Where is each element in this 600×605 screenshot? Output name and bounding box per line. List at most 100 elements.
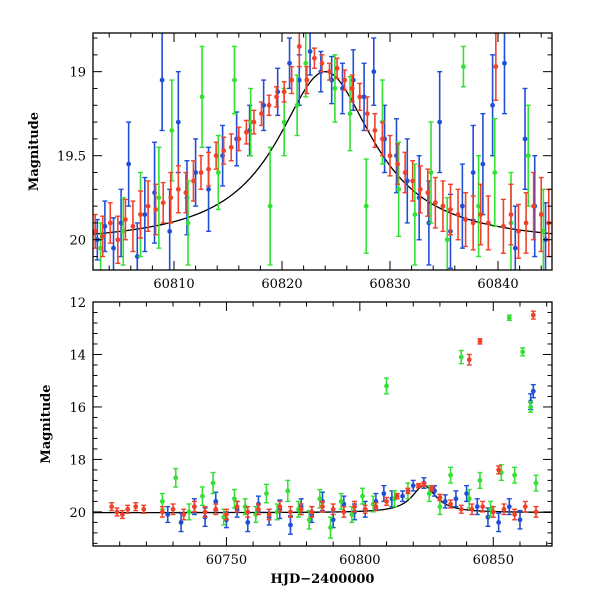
plot-area: [93, 310, 552, 539]
plot-area: [93, 33, 552, 270]
data-point: [364, 111, 370, 117]
y-tick-label: 12: [69, 296, 86, 311]
data-point: [115, 237, 121, 243]
data-point: [512, 512, 518, 517]
data-series-0: [94, 33, 549, 270]
data-point: [442, 498, 448, 504]
data-point: [126, 161, 132, 167]
data-point: [496, 519, 502, 525]
data-point: [256, 506, 261, 512]
data-point: [289, 77, 295, 83]
data-point: [245, 519, 251, 525]
data-point: [206, 166, 211, 172]
data-point: [432, 200, 438, 206]
data-point: [525, 153, 531, 159]
data-point: [200, 493, 205, 499]
data-point: [464, 491, 470, 496]
data-point: [508, 212, 514, 217]
data-point: [477, 478, 483, 483]
data-point: [267, 203, 273, 209]
data-point: [253, 512, 259, 517]
data-point: [416, 483, 421, 489]
data-point: [437, 504, 443, 510]
data-point: [192, 504, 197, 510]
data-point: [404, 178, 410, 184]
data-point: [512, 472, 518, 478]
data-point: [169, 128, 175, 133]
data-point: [394, 493, 400, 499]
x-tick-label: 60800: [339, 553, 380, 568]
data-point: [168, 195, 174, 201]
data-point: [421, 481, 427, 487]
data-point: [448, 501, 453, 507]
data-point: [191, 178, 196, 184]
data-point: [485, 220, 491, 226]
data-point: [402, 170, 408, 175]
axes-frame: [92, 301, 553, 547]
data-point: [493, 64, 499, 70]
data-point: [349, 86, 355, 91]
data-point: [461, 64, 466, 70]
x-tick-label: 60810: [153, 277, 194, 292]
data-point: [118, 220, 124, 226]
data-point: [165, 512, 171, 517]
data-point: [303, 60, 309, 66]
data-point: [259, 111, 264, 117]
data-point: [274, 509, 280, 515]
y-tick-label: 14: [69, 348, 86, 363]
data-point: [111, 245, 116, 251]
data-point: [186, 509, 192, 515]
x-tick-label: 60830: [369, 277, 410, 292]
data-point: [281, 89, 287, 95]
data-point: [501, 506, 507, 512]
data-point: [266, 102, 272, 108]
data-point: [381, 491, 387, 496]
data-point: [357, 94, 363, 100]
data-point: [455, 212, 461, 217]
x-tick-label: 60750: [206, 553, 247, 568]
y-tick-label: 20: [69, 234, 86, 249]
data-point: [306, 517, 312, 523]
data-point: [334, 65, 340, 71]
data-point: [287, 60, 292, 66]
data-point: [288, 522, 293, 528]
data-point: [167, 228, 173, 234]
data-point: [185, 220, 191, 226]
data-point: [213, 153, 219, 159]
data-point: [317, 496, 323, 502]
y-tick-label: 19: [69, 66, 86, 81]
data-point: [466, 357, 472, 363]
data-point: [380, 136, 385, 142]
data-point: [496, 467, 502, 473]
data-point: [437, 119, 443, 125]
data-point: [470, 170, 476, 175]
axes-frame: [92, 32, 553, 271]
data-point: [523, 220, 529, 226]
data-point: [312, 55, 317, 61]
data-point: [320, 504, 325, 510]
data-point: [373, 504, 379, 510]
data-point: [178, 519, 184, 525]
data-point: [319, 60, 325, 66]
data-point: [328, 525, 333, 531]
data-point: [277, 504, 283, 510]
data-point: [341, 509, 347, 515]
data-point: [294, 102, 300, 108]
data-point: [470, 220, 476, 226]
data-point: [142, 212, 148, 217]
x-tick-label: 60840: [477, 277, 518, 292]
data-point: [125, 506, 131, 512]
data-point: [520, 349, 526, 355]
data-point: [477, 338, 483, 344]
data-point: [251, 119, 257, 125]
data-point: [360, 493, 365, 499]
data-point: [522, 136, 528, 142]
data-point: [463, 217, 468, 222]
data-point: [145, 203, 151, 209]
data-point: [213, 498, 219, 504]
data-point: [466, 496, 472, 502]
data-point: [304, 77, 310, 83]
data-point: [480, 504, 486, 510]
data-point: [410, 483, 416, 489]
